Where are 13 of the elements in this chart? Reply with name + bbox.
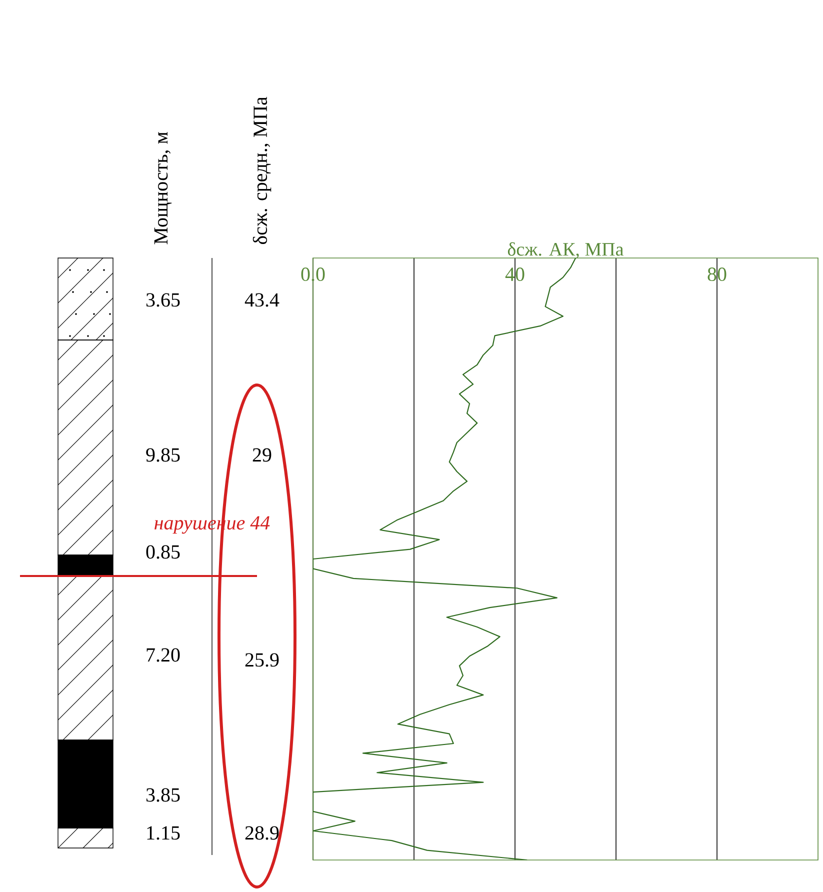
text: 3.65 [146, 293, 180, 307]
text: 0.85 [146, 545, 180, 559]
text: δсж. средн., МПа [252, 96, 272, 244]
text: 9.85 [146, 448, 180, 462]
text: 3.85 [146, 788, 180, 802]
text: 28.9 [245, 826, 279, 840]
x-axis-title: δсж. АК, МПа [508, 242, 624, 258]
text: 43.4 [244, 293, 280, 307]
text: 25.9 [245, 653, 279, 667]
text: 29 [252, 448, 272, 462]
text: 1.15 [147, 826, 180, 840]
text: 7.20 [146, 648, 180, 662]
text: Мощность, м [154, 132, 172, 244]
